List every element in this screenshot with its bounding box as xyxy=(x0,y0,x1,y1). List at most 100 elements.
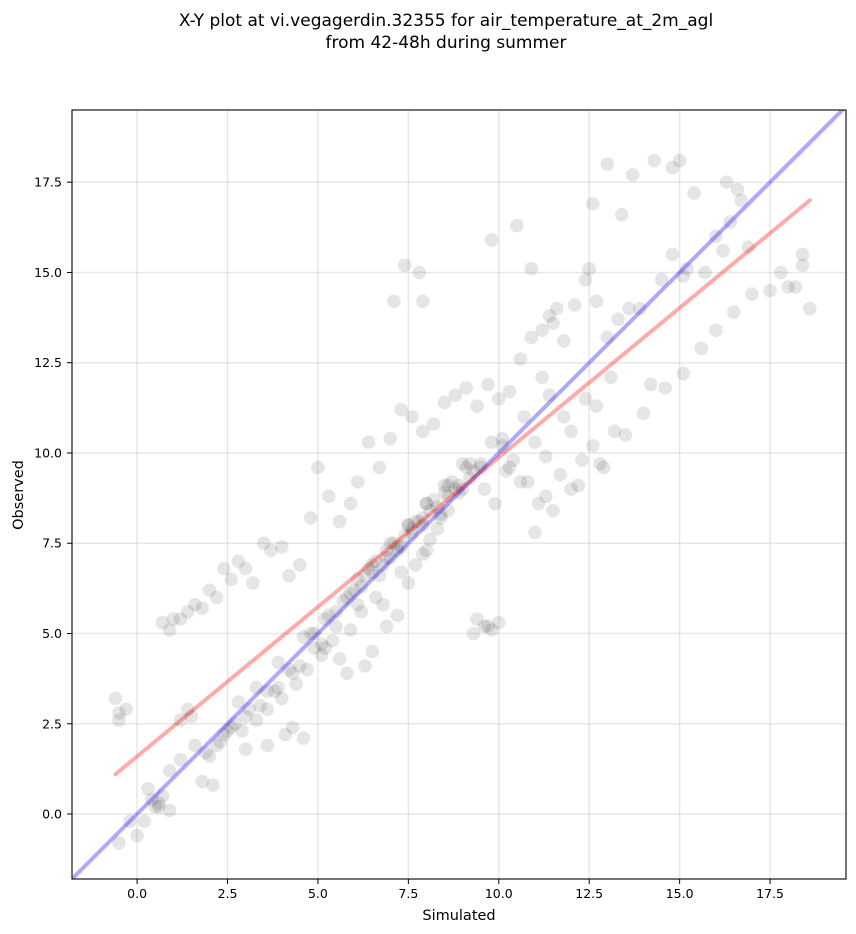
data-point xyxy=(604,370,618,384)
data-point xyxy=(238,742,253,756)
chart-title-line-1: X-Y plot at vi.vegagerdin.32355 for air_… xyxy=(179,11,713,31)
data-point xyxy=(372,568,387,583)
data-point xyxy=(481,619,495,634)
data-point xyxy=(394,402,408,417)
data-point xyxy=(484,435,499,449)
data-point xyxy=(217,727,231,742)
data-point xyxy=(108,691,123,706)
data-point xyxy=(484,233,499,247)
data-point xyxy=(144,792,159,807)
data-point xyxy=(578,392,593,406)
data-point xyxy=(586,438,600,453)
data-point xyxy=(716,244,730,258)
data-point xyxy=(282,568,296,583)
data-point xyxy=(596,460,611,475)
data-point xyxy=(141,781,155,796)
data-point xyxy=(152,799,166,814)
data-point xyxy=(350,572,365,587)
data-point xyxy=(289,677,304,691)
x-tick-label-3: 7.5 xyxy=(398,886,418,901)
data-point xyxy=(329,605,343,619)
data-point xyxy=(412,514,427,529)
data-point xyxy=(463,471,477,486)
data-point xyxy=(665,160,680,175)
data-point xyxy=(383,550,398,565)
data-point xyxy=(586,197,600,211)
data-point xyxy=(502,460,517,475)
data-point xyxy=(491,615,506,630)
data-point xyxy=(517,410,531,424)
data-point xyxy=(365,558,379,572)
reference-lines xyxy=(72,110,846,879)
data-point xyxy=(582,262,597,276)
data-point xyxy=(434,507,448,522)
data-point xyxy=(470,612,484,626)
data-point xyxy=(401,518,416,532)
data-point xyxy=(293,659,307,673)
data-point xyxy=(441,489,455,504)
data-point xyxy=(499,464,513,478)
data-point xyxy=(803,301,817,316)
data-point xyxy=(379,619,394,634)
data-point xyxy=(188,738,202,753)
chart-title-line-2: from 42-48h during summer xyxy=(326,33,567,53)
data-point xyxy=(184,709,199,724)
data-point xyxy=(220,724,235,738)
x-tick-label-5: 12.5 xyxy=(575,886,603,901)
data-point xyxy=(195,601,210,616)
data-point xyxy=(564,482,578,496)
data-point xyxy=(528,525,542,540)
data-point xyxy=(437,478,452,493)
data-point xyxy=(488,496,502,511)
data-point xyxy=(231,554,246,569)
x-tick-label-7: 17.5 xyxy=(756,886,784,901)
data-point xyxy=(419,496,434,511)
data-point xyxy=(665,247,680,262)
data-point xyxy=(571,478,586,493)
data-point xyxy=(611,312,625,327)
data-point xyxy=(242,702,257,717)
data-point xyxy=(466,464,481,478)
data-point xyxy=(303,511,318,525)
data-point xyxy=(719,175,734,190)
data-point xyxy=(455,457,470,471)
data-point xyxy=(723,215,738,229)
data-point xyxy=(564,424,578,439)
data-point xyxy=(401,576,416,590)
data-point xyxy=(350,475,365,489)
data-point xyxy=(401,518,416,532)
data-point xyxy=(199,745,213,760)
data-point xyxy=(788,280,803,294)
data-point xyxy=(285,720,300,735)
data-point xyxy=(539,449,553,464)
data-point xyxy=(235,724,249,738)
data-point xyxy=(557,334,571,348)
data-point xyxy=(708,229,723,244)
data-point xyxy=(369,590,383,605)
data-point xyxy=(426,417,441,431)
data-point xyxy=(484,623,499,637)
data-point xyxy=(795,258,810,273)
data-point xyxy=(430,521,445,536)
data-point xyxy=(614,207,629,222)
x-tick-label-4: 10.0 xyxy=(485,886,513,901)
data-point xyxy=(130,828,144,843)
data-point xyxy=(383,536,398,551)
data-point xyxy=(358,659,372,673)
data-point xyxy=(354,605,369,619)
data-point xyxy=(188,597,202,612)
data-point xyxy=(643,377,658,392)
data-point xyxy=(285,666,300,681)
data-point xyxy=(698,265,712,280)
data-point xyxy=(390,543,405,558)
data-point xyxy=(607,424,622,439)
data-point xyxy=(383,431,398,446)
data-point xyxy=(481,377,495,392)
x-tick-label-6: 15.0 xyxy=(666,886,694,901)
data-point xyxy=(253,698,267,713)
data-point xyxy=(155,615,170,630)
data-point xyxy=(387,536,401,551)
data-point xyxy=(166,612,181,626)
data-point xyxy=(162,763,177,778)
data-point xyxy=(321,489,336,504)
